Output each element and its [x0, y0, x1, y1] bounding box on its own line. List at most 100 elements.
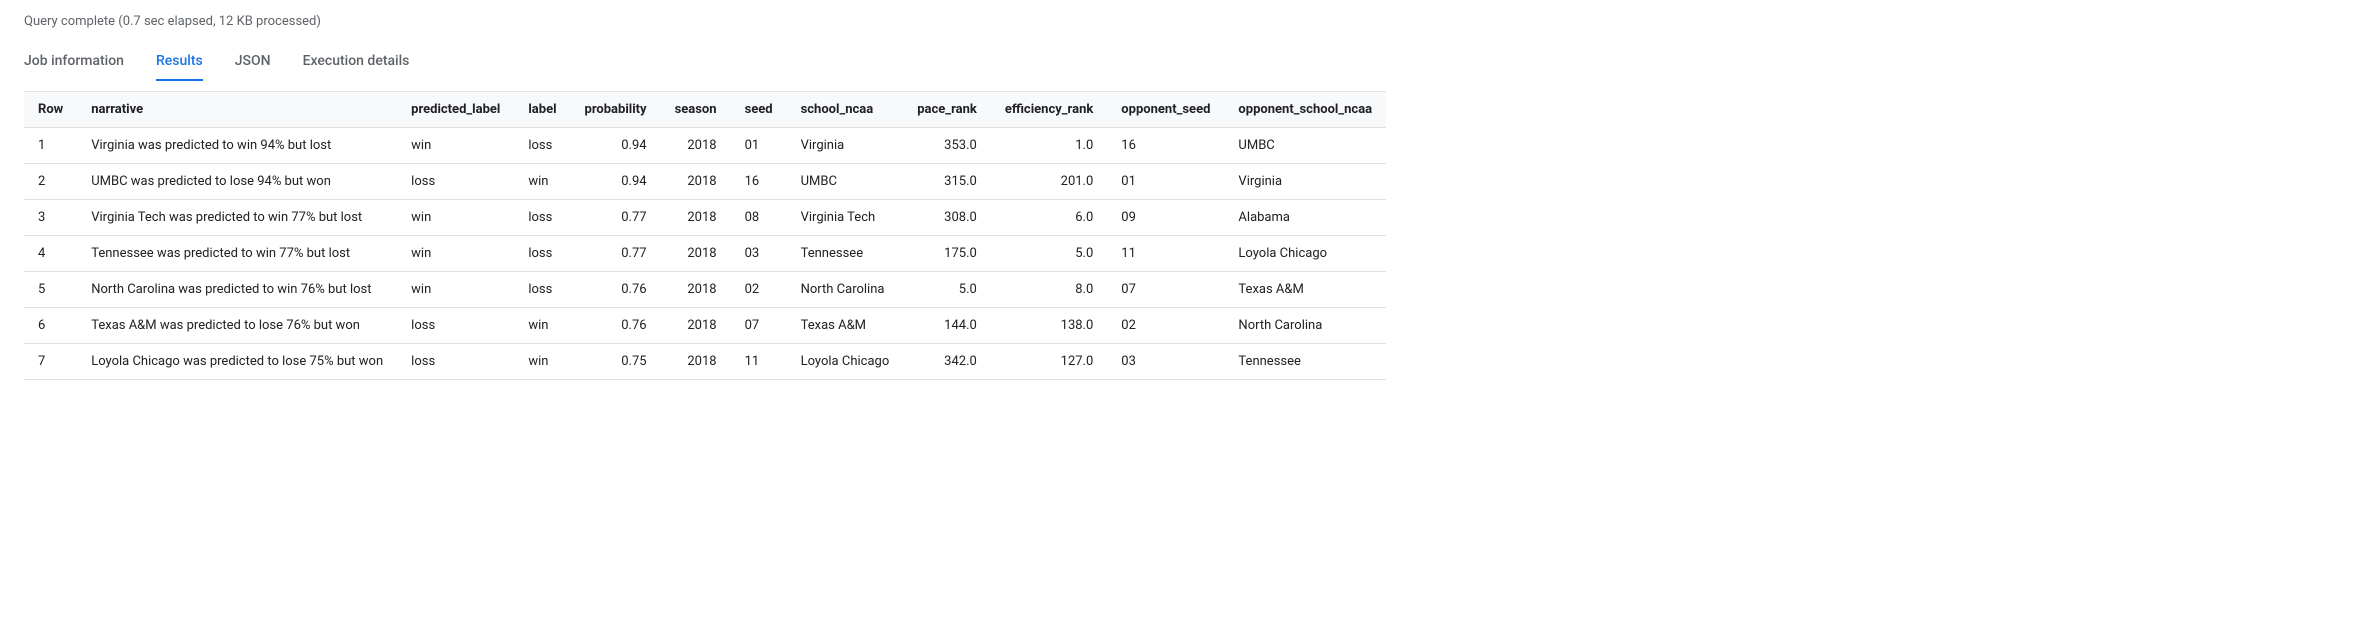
cell-label: win — [514, 308, 570, 344]
cell-school_ncaa: Tennessee — [787, 236, 904, 272]
cell-row: 5 — [24, 272, 77, 308]
cell-narrative: Texas A&M was predicted to lose 76% but … — [77, 308, 397, 344]
cell-opponent_school_ncaa: Loyola Chicago — [1224, 236, 1386, 272]
tab-json[interactable]: JSON — [235, 47, 271, 81]
cell-predicted_label: win — [397, 272, 514, 308]
cell-row: 7 — [24, 344, 77, 380]
cell-probability: 0.76 — [571, 308, 661, 344]
cell-row: 1 — [24, 128, 77, 164]
table-row: 2UMBC was predicted to lose 94% but wonl… — [24, 164, 1386, 200]
cell-narrative: Tennessee was predicted to win 77% but l… — [77, 236, 397, 272]
cell-efficiency_rank: 201.0 — [991, 164, 1107, 200]
cell-season: 2018 — [661, 308, 731, 344]
cell-label: loss — [514, 200, 570, 236]
cell-opponent_seed: 09 — [1107, 200, 1224, 236]
cell-efficiency_rank: 8.0 — [991, 272, 1107, 308]
result-tabs: Job information Results JSON Execution deta… — [24, 47, 2342, 81]
cell-opponent_school_ncaa: Virginia — [1224, 164, 1386, 200]
cell-season: 2018 — [661, 200, 731, 236]
cell-pace_rank: 353.0 — [903, 128, 991, 164]
cell-label: loss — [514, 272, 570, 308]
cell-season: 2018 — [661, 272, 731, 308]
col-header-row: Row — [24, 92, 77, 128]
cell-row: 2 — [24, 164, 77, 200]
cell-opponent_school_ncaa: North Carolina — [1224, 308, 1386, 344]
tab-results[interactable]: Results — [156, 47, 203, 81]
cell-predicted_label: win — [397, 128, 514, 164]
cell-probability: 0.94 — [571, 164, 661, 200]
cell-efficiency_rank: 1.0 — [991, 128, 1107, 164]
table-body: 1Virginia was predicted to win 94% but l… — [24, 128, 1386, 380]
cell-probability: 0.76 — [571, 272, 661, 308]
cell-row: 4 — [24, 236, 77, 272]
col-header-opponent_school_ncaa: opponent_school_ncaa — [1224, 92, 1386, 128]
cell-predicted_label: win — [397, 200, 514, 236]
cell-opponent_seed: 03 — [1107, 344, 1224, 380]
cell-narrative: Virginia Tech was predicted to win 77% b… — [77, 200, 397, 236]
cell-pace_rank: 315.0 — [903, 164, 991, 200]
cell-label: win — [514, 164, 570, 200]
cell-predicted_label: loss — [397, 308, 514, 344]
cell-pace_rank: 342.0 — [903, 344, 991, 380]
cell-seed: 03 — [731, 236, 787, 272]
cell-predicted_label: loss — [397, 344, 514, 380]
cell-pace_rank: 308.0 — [903, 200, 991, 236]
cell-efficiency_rank: 5.0 — [991, 236, 1107, 272]
cell-opponent_seed: 02 — [1107, 308, 1224, 344]
col-header-seed: seed — [731, 92, 787, 128]
cell-school_ncaa: UMBC — [787, 164, 904, 200]
cell-pace_rank: 5.0 — [903, 272, 991, 308]
table-row: 5North Carolina was predicted to win 76%… — [24, 272, 1386, 308]
cell-efficiency_rank: 6.0 — [991, 200, 1107, 236]
cell-narrative: Loyola Chicago was predicted to lose 75%… — [77, 344, 397, 380]
cell-pace_rank: 175.0 — [903, 236, 991, 272]
table-row: 1Virginia was predicted to win 94% but l… — [24, 128, 1386, 164]
cell-seed: 16 — [731, 164, 787, 200]
cell-seed: 08 — [731, 200, 787, 236]
cell-opponent_school_ncaa: Tennessee — [1224, 344, 1386, 380]
cell-opponent_school_ncaa: UMBC — [1224, 128, 1386, 164]
cell-opponent_seed: 01 — [1107, 164, 1224, 200]
cell-label: loss — [514, 128, 570, 164]
cell-opponent_seed: 16 — [1107, 128, 1224, 164]
table-row: 4Tennessee was predicted to win 77% but … — [24, 236, 1386, 272]
table-header-row: Rownarrativepredicted_labellabelprobabil… — [24, 92, 1386, 128]
tab-execution-details[interactable]: Execution details — [303, 47, 410, 81]
cell-opponent_seed: 11 — [1107, 236, 1224, 272]
cell-probability: 0.75 — [571, 344, 661, 380]
tab-job-information[interactable]: Job information — [24, 47, 124, 81]
col-header-season: season — [661, 92, 731, 128]
query-status: Query complete (0.7 sec elapsed, 12 KB p… — [24, 14, 2342, 29]
cell-probability: 0.77 — [571, 236, 661, 272]
cell-probability: 0.77 — [571, 200, 661, 236]
cell-predicted_label: loss — [397, 164, 514, 200]
col-header-efficiency_rank: efficiency_rank — [991, 92, 1107, 128]
cell-school_ncaa: North Carolina — [787, 272, 904, 308]
col-header-narrative: narrative — [77, 92, 397, 128]
cell-season: 2018 — [661, 236, 731, 272]
cell-narrative: UMBC was predicted to lose 94% but won — [77, 164, 397, 200]
table-row: 3Virginia Tech was predicted to win 77% … — [24, 200, 1386, 236]
cell-school_ncaa: Texas A&M — [787, 308, 904, 344]
col-header-school_ncaa: school_ncaa — [787, 92, 904, 128]
cell-season: 2018 — [661, 344, 731, 380]
cell-label: loss — [514, 236, 570, 272]
cell-efficiency_rank: 138.0 — [991, 308, 1107, 344]
col-header-opponent_seed: opponent_seed — [1107, 92, 1224, 128]
cell-school_ncaa: Loyola Chicago — [787, 344, 904, 380]
cell-pace_rank: 144.0 — [903, 308, 991, 344]
col-header-label: label — [514, 92, 570, 128]
cell-label: win — [514, 344, 570, 380]
cell-efficiency_rank: 127.0 — [991, 344, 1107, 380]
cell-opponent_school_ncaa: Texas A&M — [1224, 272, 1386, 308]
cell-row: 3 — [24, 200, 77, 236]
cell-seed: 07 — [731, 308, 787, 344]
cell-season: 2018 — [661, 128, 731, 164]
table-row: 6Texas A&M was predicted to lose 76% but… — [24, 308, 1386, 344]
cell-narrative: North Carolina was predicted to win 76% … — [77, 272, 397, 308]
col-header-probability: probability — [571, 92, 661, 128]
cell-probability: 0.94 — [571, 128, 661, 164]
results-table: Rownarrativepredicted_labellabelprobabil… — [24, 91, 1386, 380]
cell-opponent_seed: 07 — [1107, 272, 1224, 308]
col-header-predicted_label: predicted_label — [397, 92, 514, 128]
